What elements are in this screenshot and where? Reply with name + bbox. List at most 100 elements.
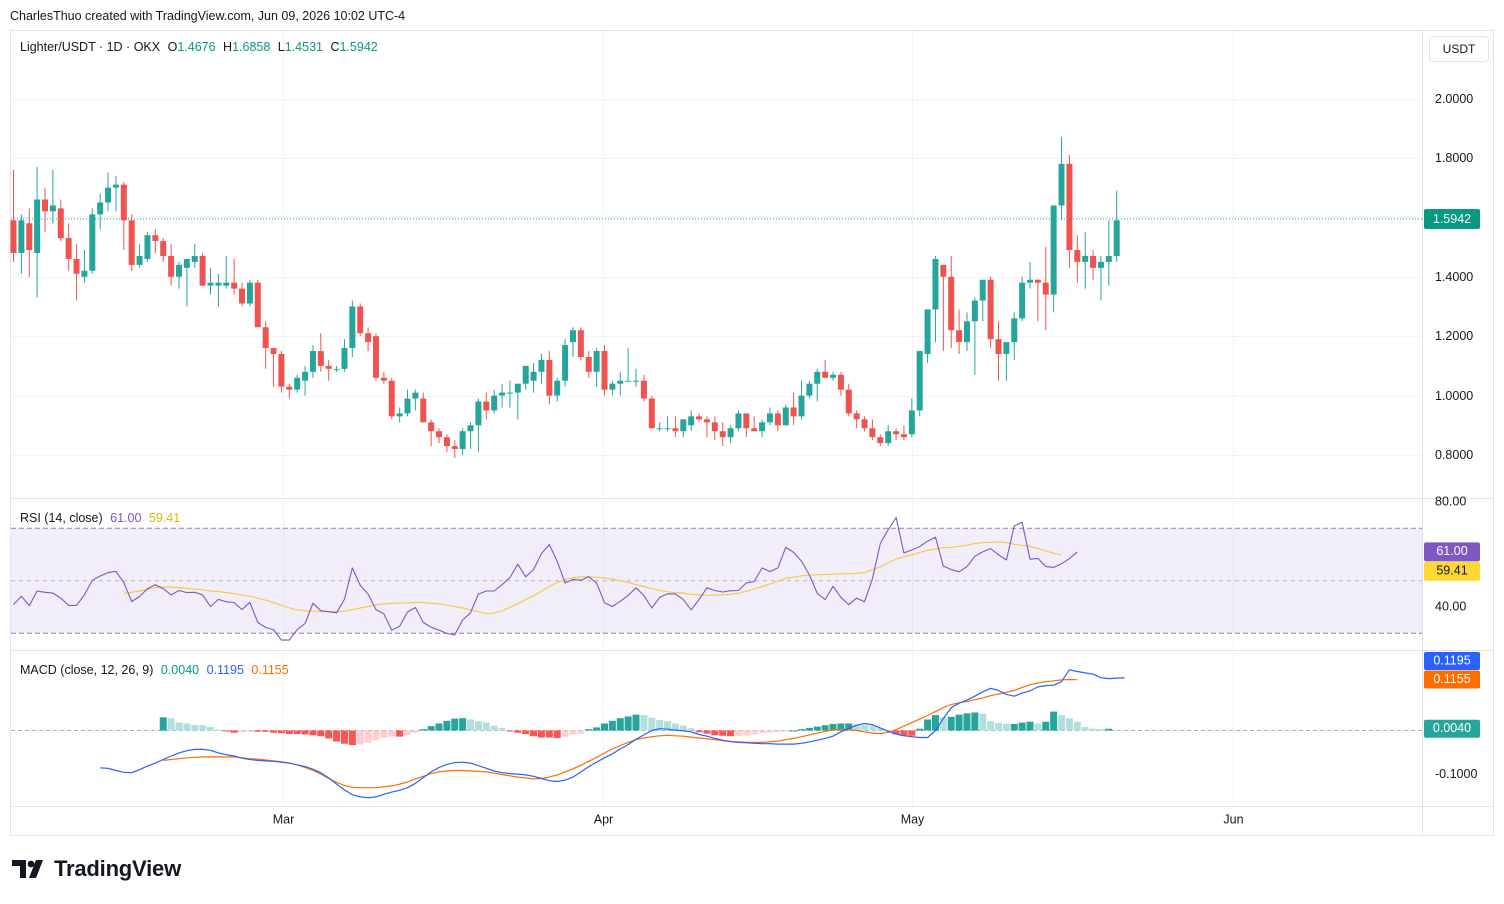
macd-histogram-bar [1026, 721, 1034, 731]
candle-body [633, 380, 640, 382]
macd-histogram-bar [601, 723, 608, 731]
rsi-line [13, 516, 1078, 641]
price-axis-tick-label: 1.0000 [1435, 389, 1473, 403]
macd-histogram-bar [1065, 718, 1073, 731]
macd-value-label: 0.1195 [1433, 653, 1470, 667]
macd-histogram-bar [679, 725, 687, 731]
macd-histogram-bar [238, 730, 246, 733]
candle-body [664, 428, 671, 430]
macd-histogram-bar [727, 730, 735, 737]
candle-body [774, 413, 781, 426]
price-axis-tick-label: 0.8000 [1435, 448, 1473, 462]
candle-body [396, 413, 403, 417]
candle-body [207, 282, 214, 286]
rsi-title[interactable]: RSI (14, close) [20, 511, 103, 525]
candle-body [317, 351, 324, 366]
macd-histogram-bar [522, 730, 530, 735]
candle-body [696, 416, 703, 420]
macd-histogram-bar [380, 730, 388, 738]
macd-histogram-bar [798, 729, 805, 731]
candle-body [562, 345, 569, 381]
candle-body [491, 395, 498, 411]
macd-signal-value-label: 0.1155 [1433, 672, 1470, 686]
macd-histogram-bar [514, 730, 522, 733]
candle-body [18, 220, 25, 253]
rsi-axis-tick-label: 80.00 [1435, 494, 1466, 508]
macd-histogram-bar [758, 730, 766, 734]
macd-histogram-bar [695, 730, 703, 733]
macd-histogram-bar [868, 726, 876, 731]
macd-signal-line [163, 678, 1078, 789]
candle-body [10, 220, 17, 253]
candle-body [703, 419, 710, 423]
candle-body [1011, 318, 1018, 343]
candle-body [1058, 163, 1065, 206]
macd-histogram-bar [285, 730, 293, 735]
macd-histogram-bar [553, 730, 561, 738]
macd-histogram-bar [671, 723, 679, 731]
candle-body [1019, 282, 1026, 319]
candle-body [766, 413, 773, 423]
macd-title[interactable]: MACD (close, 12, 26, 9) [20, 663, 154, 677]
candle-body [97, 202, 104, 215]
candle-body [286, 386, 293, 390]
rsi-legend-value: 61.00 [110, 511, 142, 525]
candle-body [191, 255, 198, 262]
candle-body [617, 380, 624, 384]
macd-histogram-bar [419, 729, 427, 731]
macd-histogram-bar [301, 730, 309, 735]
rsi-ma-value-label-bg [1424, 561, 1480, 581]
macd-histogram-bar [900, 730, 908, 736]
macd-histogram-bar [916, 728, 924, 731]
candle-body [656, 428, 663, 430]
candle-body [239, 288, 246, 304]
candle-body [1113, 220, 1120, 256]
macd-histogram-bar [750, 730, 758, 735]
tradingview-logo[interactable]: TradingView [12, 856, 181, 882]
candle-body [963, 321, 970, 343]
candle-body [916, 351, 923, 411]
candle-body [1050, 205, 1057, 295]
candle-body [254, 282, 261, 328]
macd-histogram-bar [490, 725, 498, 731]
close-value: 1.5942 [339, 40, 378, 54]
candle-body [81, 270, 88, 277]
macd-histogram-bar [293, 730, 301, 735]
x-axis-tick-label: Apr [594, 812, 613, 826]
rsi-ma-legend-value: 59.41 [148, 511, 181, 525]
close-label: C [330, 40, 340, 54]
candle-body [428, 422, 435, 432]
rsi-ma-line [123, 541, 1062, 615]
candle-body [246, 282, 253, 304]
macd-histogram-bar [821, 725, 829, 731]
macd-histogram-bar [971, 712, 979, 731]
candle-body [436, 431, 443, 438]
symbol-label[interactable]: Lighter/USDT · 1D · OKX [20, 40, 161, 54]
candle-body [144, 235, 151, 259]
macd-histogram-bar [1002, 723, 1010, 731]
candle-body [26, 223, 33, 251]
candle-body [120, 184, 127, 221]
candle-body [1097, 261, 1104, 268]
macd-histogram-bar [640, 715, 648, 731]
macd-histogram-bar [664, 721, 672, 731]
macd-histogram-bar [1010, 723, 1018, 731]
rsi-ma-value-label: 59.41 [1436, 564, 1467, 578]
candle-body [128, 220, 135, 265]
candle-body [443, 437, 450, 447]
macd-histogram-bar [246, 730, 254, 732]
candle-body [538, 359, 545, 372]
macd-histogram-bar [214, 729, 222, 731]
macd-histogram-bar [561, 730, 569, 737]
candle-body [601, 351, 608, 390]
candle-body [814, 371, 821, 384]
macd-histogram-bar [585, 729, 593, 731]
macd-histogram-bar [356, 730, 364, 745]
candle-body [175, 264, 182, 277]
macd-histogram-bar [1034, 723, 1042, 731]
candle-body [727, 428, 734, 438]
currency-button[interactable]: USDT [1429, 36, 1489, 62]
macd-histogram-bar [537, 730, 545, 738]
macd-histogram-bar [861, 725, 869, 731]
